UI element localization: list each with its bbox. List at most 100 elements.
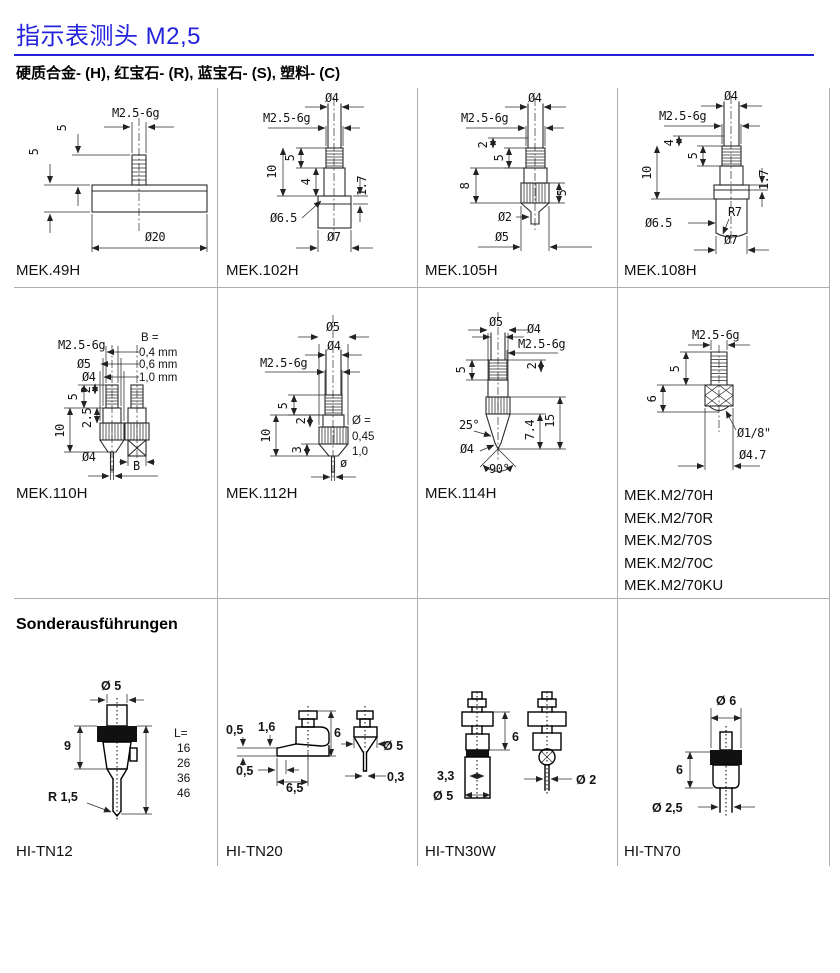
label-hitn30w: HI-TN30W [425,843,496,860]
part-outline [317,98,352,240]
dim-label: 5 [276,402,290,409]
grid-line [217,598,218,866]
dim-label: 0,5 [226,723,243,737]
dim-label: M2.5-6g [659,109,706,123]
part-outline [99,345,150,476]
dim-label: Ø4 [527,322,541,336]
dim-label: Ø4 [325,91,339,105]
label-mek49h: MEK.49H [16,262,81,279]
dim-label: Ø1/8" [737,426,771,440]
dim-label: 5 [686,152,700,159]
dim-label: 2.5 [80,408,94,428]
grid-line [829,598,830,866]
label-hitn20: HI-TN20 [226,843,283,860]
drawing-mek114h: Ø5 Ø4 M2.5-6g 5 2 15 7.4 25° Ø4 90° [454,312,566,476]
legend-item: 1,0 mm [139,372,177,384]
dimensions: M2.5-6g 5 6 Ø1/8" Ø4.7 [645,328,771,470]
dim-label: 6 [334,726,341,740]
dim-label: 5 [668,365,682,372]
dim-label: 90° [489,462,509,476]
label-mek114h: MEK.114H [425,485,497,502]
legend-item: 1,0 [352,446,368,458]
dim-label: Ø5 [77,357,91,371]
dimensions: Ø4 M2.5-6g 4 5 10 1.7 R7 Ø6.5 Ø7 [640,89,771,254]
label-hitn70: HI-TN70 [624,843,681,860]
dim-label: Ø4 [528,91,542,105]
dimensions: Ø4 M2.5-6g 2 5 8 5 Ø2 Ø5 [458,91,592,251]
legend-item: 0,4 mm [139,347,177,359]
drawing-hitn12: Ø 5 9 R 1,5 L= 16 26 36 46 [48,679,191,820]
dim-label: Ø 5 [101,679,121,693]
grid-line [417,598,418,866]
part-outline [461,691,567,800]
dim-label: M2.5-6g [461,111,508,125]
dim-label: 2 [476,141,490,148]
dim-label: 4 [299,178,313,185]
dim-label: Ø4 [724,89,738,103]
dim-label: 1.7 [355,176,369,196]
dim-label: 10 [640,166,654,180]
legend-item: 16 [177,741,191,755]
dim-label: 5 [66,393,80,400]
dimensions: M2.5-6g Ø5 Ø4 B = 0,4 mm 0,6 mm 1,0 mm 5… [53,332,177,480]
dim-label: 6 [645,395,659,402]
legend-item: 46 [177,786,191,800]
m270-list: MEK.M2/70H MEK.M2/70R MEK.M2/70S MEK.M2/… [624,485,723,598]
dim-label: Ø4 [327,339,341,353]
dim-label: 3,3 [437,769,454,783]
dim-label: Ø5 [495,230,509,244]
drawing-mek49h: M2.5-6g 5 5 Ø20 [27,106,208,252]
dim-label: 2 [294,417,308,424]
dim-label: Ø6.5 [645,216,672,230]
dimensions: M2.5-6g 5 5 Ø20 [27,106,208,252]
dim-label: Ø 2,5 [652,801,683,815]
dim-label: 1.7 [757,170,771,190]
dim-label: Ø4.7 [739,448,766,462]
legend-item: 0,45 [352,431,374,443]
drawing-hitn30w: 6 3,3 Ø 5 Ø 2 [433,691,596,803]
drawing-hitn20: 0,5 1,6 6 0,5 6,5 Ø 5 0,3 [226,706,404,795]
grid-line [14,598,830,599]
dim-label: 15 [543,414,557,428]
dim-label: M2.5-6g [518,337,565,351]
legend-item: 36 [177,771,191,785]
dim-label: R7 [728,205,742,219]
dim-label: 8 [458,182,472,189]
list-item: MEK.M2/70KU [624,577,724,594]
label-mek105h: MEK.105H [425,262,498,279]
dim-label: 25° [459,418,479,432]
part-outline [485,312,511,460]
legend-item: 26 [177,756,191,770]
dim-label: M2.5-6g [692,328,739,342]
grid-line [617,287,618,598]
part-outline [710,726,742,816]
list-item: MEK.M2/70H [624,487,714,504]
drawing-mek108h: Ø4 M2.5-6g 4 5 10 1.7 R7 Ø6.5 Ø7 [640,89,771,254]
dim-label: M2.5-6g [58,338,105,352]
dim-label: 7.4 [523,420,537,440]
dim-label: 6 [676,763,683,777]
dim-label: 10 [265,165,279,179]
dim-label: Ø 2 [576,773,596,787]
grid-line [617,88,618,287]
dim-label: Ø 6 [716,694,736,708]
label-mek102h: MEK.102H [226,262,299,279]
dim-label: 5 [454,366,468,373]
label-hitn12: HI-TN12 [16,843,73,860]
part-outline [97,698,138,820]
list-item: MEK.M2/70C [624,554,714,572]
dim-label: 5 [27,148,41,155]
part-outline [713,96,750,246]
dim-label: 10 [259,429,273,443]
dim-label: Ø7 [327,230,341,244]
dimensions: Ø4 M2.5-6g 5 10 4 1.7 Ø6.5 Ø7 [263,91,373,252]
dimensions: 0,5 1,6 6 0,5 6,5 Ø 5 0,3 [226,710,404,795]
part-outline [276,706,378,772]
dim-label: 0,5 [236,764,253,778]
grid-line [417,88,418,287]
grid-line [617,598,618,866]
dim-label: 6,5 [286,781,303,795]
dim-label: M2.5-6g [263,111,310,125]
list-item: MEK.M2/70R [624,509,714,527]
dim-label: 2 [79,386,93,393]
